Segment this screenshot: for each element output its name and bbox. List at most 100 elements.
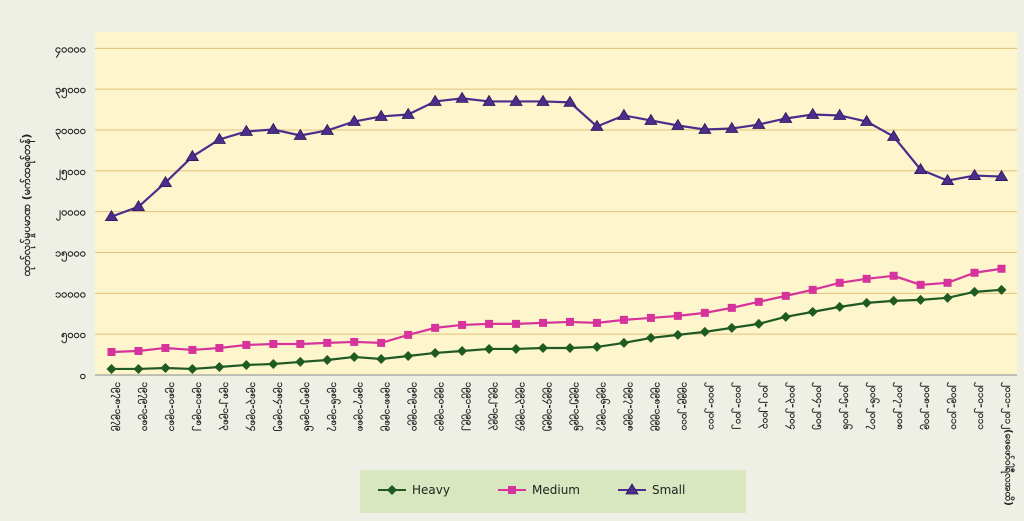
point <box>482 94 496 106</box>
point <box>241 359 252 370</box>
point <box>619 315 628 324</box>
point <box>967 168 982 180</box>
point <box>160 362 171 373</box>
x-tick-label: ၁၉၇၈-၁၉၇၉ <box>109 382 123 431</box>
point <box>781 291 790 300</box>
point <box>268 358 279 369</box>
y-tick-label: ၄၀၀၀၀ <box>55 42 86 58</box>
point <box>752 117 766 129</box>
legend-marker <box>508 486 516 494</box>
point <box>349 351 360 362</box>
point <box>859 114 874 126</box>
point <box>618 337 629 348</box>
x-tick-label: ၁၉၈၈-၁၉၈၉ <box>379 382 393 431</box>
point <box>699 326 710 337</box>
x-tick-label: ၁၉၉၂-၁၉၉၃ <box>487 382 501 430</box>
point <box>807 306 818 317</box>
point <box>374 109 388 121</box>
point <box>644 113 658 125</box>
point <box>242 340 251 349</box>
y-tick-label: ၁၀၀၀၀ <box>55 287 86 300</box>
point <box>916 280 925 289</box>
point <box>835 278 844 287</box>
point <box>563 95 577 107</box>
y-tick-label: ၀ <box>80 369 86 382</box>
point <box>323 338 332 347</box>
legend-label: Medium <box>532 483 580 497</box>
point <box>915 294 926 305</box>
point <box>458 320 467 329</box>
point <box>296 339 305 348</box>
point <box>134 346 143 355</box>
x-tick-label: ၂၀၀၇-၂၀၀၈ <box>892 382 906 430</box>
legend-marker <box>625 483 639 495</box>
x-tick-label: ၂၀၀၃-၂၀၀၄ <box>784 382 798 430</box>
point <box>320 123 334 135</box>
x-tick-label: ၂၀၀၄-၂၀၀၅ <box>811 382 825 430</box>
legend-label: Small <box>652 483 685 497</box>
x-tick-label: ၁၉၈၁-၁၉၈၂ <box>190 382 204 431</box>
y-tick-label: ၃၀၀၀၀ <box>55 124 86 140</box>
point <box>104 209 119 222</box>
point <box>592 318 601 327</box>
y-tick-label: ၂၀၀၀၀ <box>56 206 86 222</box>
point <box>347 114 361 126</box>
x-tick-label: ၁၉၉၇-၁၉၉၈ <box>622 382 636 431</box>
point <box>970 268 979 277</box>
y-tick-label: ၂၅၀၀၀ <box>56 165 86 181</box>
point <box>997 264 1006 273</box>
y-tick-label: ၁၅၀၀၀ <box>55 247 86 263</box>
legend-marker <box>387 485 397 495</box>
x-tick-label: ၁၉၈၀-၁၉၈၁ <box>163 382 177 431</box>
x-tick-label: ၁၉၈၆-၁၉၈၇ <box>325 382 341 431</box>
point <box>832 108 847 120</box>
point <box>404 330 413 339</box>
point <box>133 363 144 374</box>
x-tick-label: ၁၉၉၀-၁၉၉၁ <box>433 382 447 431</box>
point <box>725 121 739 133</box>
point <box>188 345 197 354</box>
point <box>485 319 494 328</box>
point <box>780 311 791 322</box>
x-tick-label: ၂၀၀၈-၂၀၀၉ <box>919 382 933 430</box>
x-tick-label: ၂၀၀၂-၂၀၀၃ <box>757 382 771 429</box>
x-tick-label: ၂၀၀၀-၂၀၀၁ <box>703 382 717 430</box>
point <box>969 286 980 297</box>
y-tick-label: ၃၅၀၀၀ <box>55 83 86 99</box>
point <box>943 278 952 287</box>
point <box>187 363 198 374</box>
x-tick-label: ၂၀၁၁-၂၀၁၂(ဖေဖော်ဝါရီလအထိ) <box>1000 382 1016 506</box>
point <box>293 128 307 140</box>
x-tick-label: ၁၉၇၉-၁၉၈၀ <box>136 382 150 431</box>
y-tick-label: ၅၀၀၀ <box>61 328 86 344</box>
point <box>671 118 685 130</box>
point <box>401 107 415 119</box>
point <box>940 173 955 186</box>
point <box>322 354 333 365</box>
point <box>994 169 1009 181</box>
point <box>591 341 602 352</box>
x-tick-label: ၁၉၈၉-၁၉၉၀ <box>406 382 420 431</box>
y-axis-title: ထုတ်လုပ်မှုပမာဏ (မက်ထရစ်တန်) <box>19 134 36 277</box>
legend-label: Heavy <box>412 483 450 497</box>
point <box>779 111 793 123</box>
point <box>266 122 281 134</box>
point <box>538 342 549 353</box>
point <box>889 271 898 280</box>
point <box>862 274 871 283</box>
point <box>590 119 604 131</box>
point <box>536 94 550 106</box>
point <box>239 124 254 136</box>
point <box>727 303 736 312</box>
point <box>700 308 709 317</box>
point <box>214 361 225 372</box>
point <box>295 356 306 367</box>
point <box>726 322 737 333</box>
point <box>698 122 712 134</box>
point <box>350 337 359 346</box>
point <box>212 132 227 144</box>
x-tick-label: ၁၉၉၃-၁၉၉၄ <box>514 382 528 431</box>
point <box>808 285 817 294</box>
